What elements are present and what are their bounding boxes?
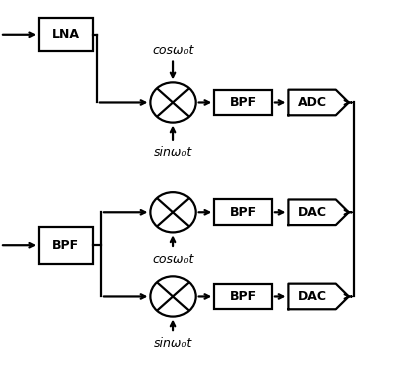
Text: LNA: LNA bbox=[52, 28, 80, 41]
Text: sinω₀t: sinω₀t bbox=[154, 146, 192, 160]
Text: sinω₀t: sinω₀t bbox=[154, 337, 192, 350]
Text: BPF: BPF bbox=[52, 239, 80, 252]
Bar bbox=[39, 18, 93, 51]
Text: ADC: ADC bbox=[297, 96, 327, 109]
Bar bbox=[39, 227, 93, 264]
Text: cosω₀t: cosω₀t bbox=[152, 44, 194, 57]
Bar bbox=[214, 199, 272, 225]
Text: DAC: DAC bbox=[297, 290, 327, 303]
Bar bbox=[214, 90, 272, 115]
Text: DAC: DAC bbox=[297, 206, 327, 219]
Text: BPF: BPF bbox=[229, 96, 257, 109]
Text: BPF: BPF bbox=[229, 206, 257, 219]
Text: cosω₀t: cosω₀t bbox=[152, 253, 194, 266]
Bar bbox=[214, 284, 272, 309]
Text: BPF: BPF bbox=[229, 290, 257, 303]
